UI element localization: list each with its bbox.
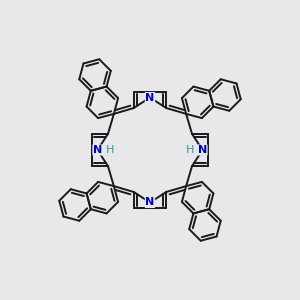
Text: N: N [198,145,207,155]
Text: N: N [93,145,102,155]
Text: N: N [146,92,154,103]
Text: H: H [106,145,115,155]
Text: N: N [146,197,154,208]
Text: H: H [185,145,194,155]
